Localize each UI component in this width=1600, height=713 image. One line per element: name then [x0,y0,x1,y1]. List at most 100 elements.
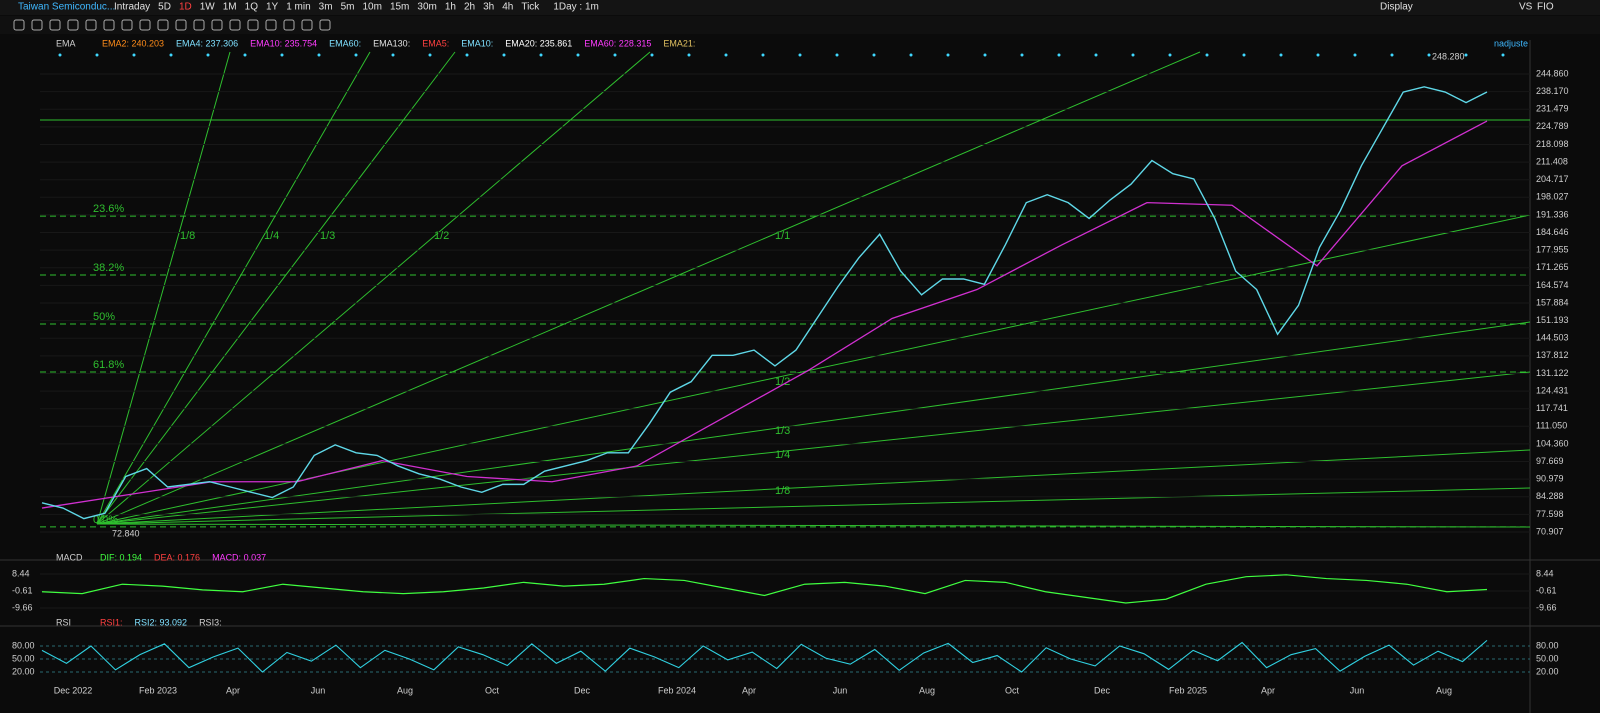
range-select[interactable]: 1Day : 1m [553,2,599,13]
marker-dot [1242,53,1246,57]
tool-icon[interactable] [139,19,151,31]
marker-dot [502,53,506,57]
fio-button[interactable]: FIO [1537,2,1554,13]
tool-icon[interactable] [157,19,169,31]
marker-dot [132,53,136,57]
period-button[interactable]: 1M [223,2,237,13]
y-tick-label: 198.027 [1536,192,1569,202]
period-button[interactable]: 2h [464,2,475,13]
tool-icon[interactable] [265,19,277,31]
y-tick-label: 204.717 [1536,174,1569,184]
vs-button[interactable]: VS [1519,2,1533,13]
period-button[interactable]: 30m [417,2,436,13]
y-tick-label: 77.598 [1536,509,1564,519]
marker-dot [576,53,580,57]
marker-dot [1279,53,1283,57]
y-tick-label: 80.00 [1536,640,1559,650]
y-tick-label: 177.955 [1536,245,1569,255]
marker-dot [650,53,654,57]
y-tick-label: 8.44 [12,568,30,578]
tool-icon[interactable] [211,19,223,31]
legend-item: EMA60: 228.315 [584,38,651,48]
marker-dot [1057,53,1061,57]
period-button[interactable]: 1D [179,2,192,13]
tool-icon[interactable] [49,19,61,31]
marker-dot [428,53,432,57]
rsi-line [41,639,1488,673]
tool-icon[interactable] [193,19,205,31]
period-button[interactable]: 5m [341,2,355,13]
marker-dot [58,53,62,57]
period-button[interactable]: 1W [200,2,216,13]
marker-dot [465,53,469,57]
y-tick-label: 151.193 [1536,315,1569,325]
marker-dot [169,53,173,57]
legend-item: EMA10: [461,38,493,48]
tool-icon[interactable] [319,19,331,31]
tool-icon[interactable] [229,19,241,31]
marker-dot [1390,53,1394,57]
marker-dot [1020,53,1024,57]
x-tick-label: Aug [397,685,413,695]
period-button[interactable]: 1Q [245,2,259,13]
x-tick-label: Apr [1261,685,1275,695]
tool-icon[interactable] [121,19,133,31]
marker-dot [798,53,802,57]
y-tick-label: 238.170 [1536,86,1569,96]
tool-icon[interactable] [85,19,97,31]
legend-item: EMA20: 235.861 [505,38,572,48]
legend-item: DEA: 0.176 [154,552,200,562]
y-tick-label: 90.979 [1536,474,1564,484]
y-tick-label: 131.122 [1536,368,1569,378]
period-button[interactable]: 1h [445,2,456,13]
y-tick-label: 50.00 [12,653,35,663]
x-tick-label: Aug [919,685,935,695]
tool-icon[interactable] [175,19,187,31]
period-button[interactable]: 10m [362,2,381,13]
tool-icon[interactable] [301,19,313,31]
marker-dot [206,53,210,57]
y-tick-label: -9.66 [12,602,33,612]
tool-icon[interactable] [67,19,79,31]
x-tick-label: Feb 2024 [658,685,696,695]
period-button[interactable]: Tick [521,2,540,13]
marker-dot [761,53,765,57]
fib-label: 0.0% [93,514,118,526]
fib-label: 61.8% [93,359,124,371]
period-button[interactable]: 1 min [286,2,310,13]
marker-dot [613,53,617,57]
period-button[interactable]: 15m [390,2,409,13]
x-tick-label: Oct [1005,685,1020,695]
x-tick-label: Apr [742,685,756,695]
display-button[interactable]: Display [1380,2,1413,13]
marker-dot [317,53,321,57]
tool-icon[interactable] [283,19,295,31]
adjust-label[interactable]: nadjuste [1494,38,1528,48]
legend-item: EMA60: [329,38,361,48]
pane-name: RSI [56,617,71,627]
period-button[interactable]: 1Y [266,2,279,13]
period-button[interactable]: 5D [158,2,171,13]
period-button[interactable]: 3h [483,2,494,13]
y-tick-label: 20.00 [1536,666,1559,676]
y-tick-label: 218.098 [1536,139,1569,149]
tool-icon[interactable] [103,19,115,31]
y-tick-label: 224.789 [1536,121,1569,131]
symbol[interactable]: Taiwan Semiconduc... [18,2,115,13]
period-button[interactable]: 4h [502,2,513,13]
period-button[interactable]: 3m [319,2,333,13]
marker-dot [909,53,913,57]
y-tick-label: -0.61 [12,585,33,595]
tool-icon[interactable] [13,19,25,31]
period-button[interactable]: Intraday [114,2,150,13]
legend-item: EMA130: [373,38,410,48]
tool-icon[interactable] [247,19,259,31]
x-tick-label: Apr [226,685,240,695]
fan-label: 1/4 [775,449,790,461]
y-tick-label: 124.431 [1536,385,1569,395]
fan-line [96,371,1531,525]
legend-item: EMA10: 235.754 [250,38,317,48]
tool-icon[interactable] [31,19,43,31]
marker-dot [1168,53,1172,57]
marker-dot [1131,53,1135,57]
